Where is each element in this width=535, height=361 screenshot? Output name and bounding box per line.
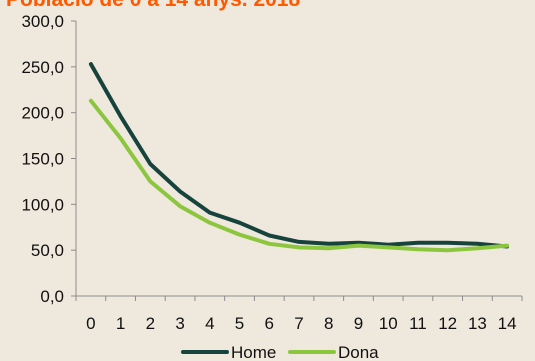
y-tick-label: 250,0 [21,58,64,77]
data-point-dona [89,99,93,103]
data-point-home [148,162,152,166]
data-point-home [208,210,212,215]
data-point-dona [237,232,242,237]
series-line-home [88,62,510,249]
data-point-home [178,189,182,194]
data-point-home [446,241,450,245]
x-tick-label: 2 [146,314,155,333]
y-tick-label: 50,0 [31,241,64,260]
x-tick-label: 8 [324,314,333,333]
y-tick-label: 0,0 [40,287,64,306]
data-point-dona [446,248,450,252]
x-tick-label: 13 [468,314,487,333]
data-point-home [237,221,242,225]
y-tick-label: 300,0 [21,12,64,31]
data-point-home [356,241,361,245]
data-point-dona [119,136,123,140]
x-tick-label: 12 [438,314,457,333]
data-point-home [267,233,271,238]
x-tick-label: 14 [498,314,517,333]
data-point-home [297,240,301,244]
data-point-dona [386,245,390,250]
data-point-dona [505,243,509,248]
x-tick-label: 7 [294,314,303,333]
legend-label-home: Home [231,343,276,361]
y-tick-label: 150,0 [21,150,64,169]
data-point-dona [356,243,361,248]
x-tick-label: 1 [116,314,125,333]
data-point-home [416,241,420,245]
data-point-dona [297,245,301,250]
data-point-home [475,242,479,246]
data-point-home [89,62,93,66]
data-point-dona [148,179,152,184]
x-tick-label: 6 [265,314,274,333]
data-point-home [327,242,331,246]
x-tick-label: 4 [205,314,214,333]
x-tick-label: 0 [86,314,95,333]
data-point-dona [267,242,271,246]
data-point-dona [416,247,420,251]
x-tick-label: 3 [175,314,184,333]
series-line-dona [88,98,510,253]
data-point-dona [208,221,212,225]
x-tick-label: 11 [409,314,427,333]
data-point-dona [327,246,331,250]
y-tick-label: 200,0 [21,104,64,123]
data-point-home [119,114,123,118]
chart-title: Població de 0 a 14 anys. 2018 [6,0,300,12]
x-tick-label: 9 [354,314,363,333]
x-tick-label: 10 [379,314,398,333]
legend-label-dona: Dona [338,343,379,361]
data-point-dona [475,246,479,250]
data-point-dona [178,204,182,208]
y-tick-label: 100,0 [21,195,64,214]
x-tick-label: 5 [235,314,244,333]
